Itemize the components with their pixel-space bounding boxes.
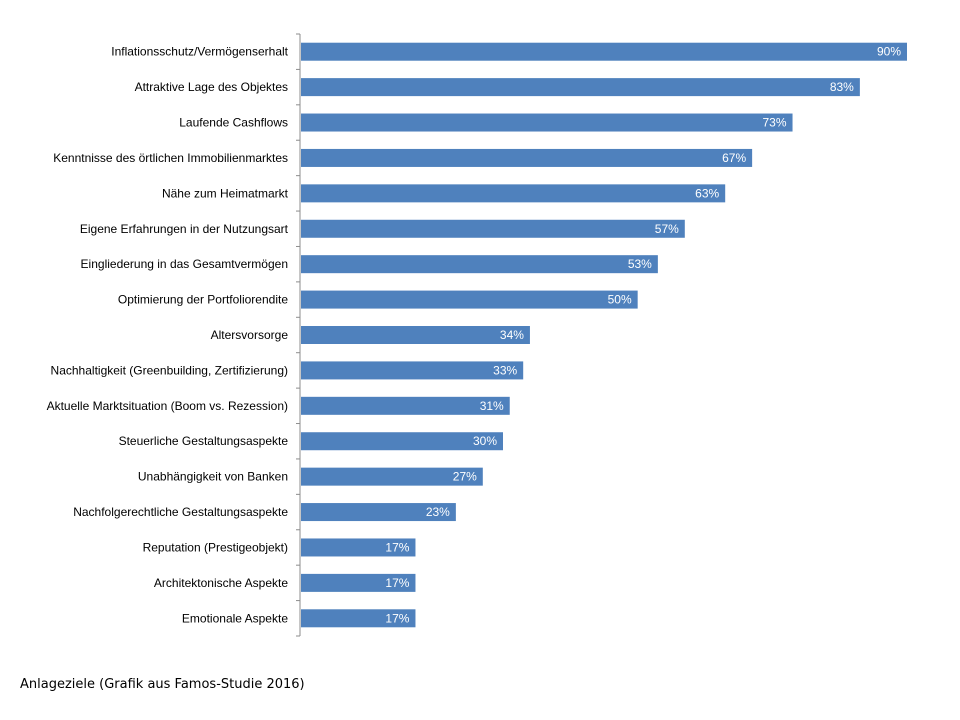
data-label: 27% <box>453 470 477 484</box>
data-label: 67% <box>722 151 746 165</box>
bar <box>301 113 793 132</box>
data-label: 50% <box>608 293 632 307</box>
bar <box>301 467 483 486</box>
bar <box>301 290 638 309</box>
category-label: Eingliederung in das Gesamtvermögen <box>81 257 288 271</box>
bar <box>301 219 685 238</box>
category-label: Kenntnisse des örtlichen Immobilienmarkt… <box>53 151 288 165</box>
bar <box>301 78 860 97</box>
data-label: 33% <box>493 363 517 377</box>
data-label: 17% <box>385 540 409 554</box>
bar <box>301 609 416 628</box>
data-label: 30% <box>473 434 497 448</box>
bar <box>301 503 456 522</box>
category-label: Nähe zum Heimatmarkt <box>162 186 289 200</box>
data-label: 83% <box>830 80 854 94</box>
category-label: Optimierung der Portfoliorendite <box>118 293 288 307</box>
bar <box>301 255 658 274</box>
category-label: Emotionale Aspekte <box>182 611 288 625</box>
bar <box>301 326 530 344</box>
category-label: Eigene Erfahrungen in der Nutzungsart <box>80 222 289 236</box>
category-label: Attraktive Lage des Objektes <box>135 80 288 94</box>
data-label: 63% <box>695 186 719 200</box>
bar <box>301 538 416 557</box>
category-label: Steuerliche Gestaltungsaspekte <box>119 434 289 448</box>
data-label: 90% <box>877 45 901 59</box>
data-label: 17% <box>385 576 409 590</box>
category-label: Inflationsschutz/Vermögenserhalt <box>111 45 288 59</box>
category-label: Aktuelle Marktsituation (Boom vs. Rezess… <box>47 399 288 413</box>
bar <box>301 148 753 167</box>
category-label: Nachfolgerechtliche Gestaltungsaspekte <box>73 505 288 519</box>
category-label: Altersvorsorge <box>211 328 289 342</box>
chart-caption: Anlageziele (Grafik aus Famos-Studie 201… <box>20 677 305 692</box>
category-label: Unabhängigkeit von Banken <box>138 470 288 484</box>
data-label: 57% <box>655 222 679 236</box>
data-label: 17% <box>385 611 409 625</box>
data-label: 31% <box>480 399 504 413</box>
bar <box>301 573 416 592</box>
bar <box>301 432 503 451</box>
bar <box>301 361 524 380</box>
category-label: Nachhaltigkeit (Greenbuilding, Zertifizi… <box>51 363 288 377</box>
data-label: 34% <box>500 328 524 342</box>
bar <box>301 42 907 61</box>
data-label: 73% <box>763 116 787 130</box>
category-label: Architektonische Aspekte <box>154 576 288 590</box>
data-label: 23% <box>426 505 450 519</box>
category-label: Laufende Cashflows <box>179 116 288 130</box>
category-label: Reputation (Prestigeobjekt) <box>143 540 288 554</box>
bar <box>301 184 726 203</box>
bar <box>301 396 510 415</box>
data-label: 53% <box>628 257 652 271</box>
